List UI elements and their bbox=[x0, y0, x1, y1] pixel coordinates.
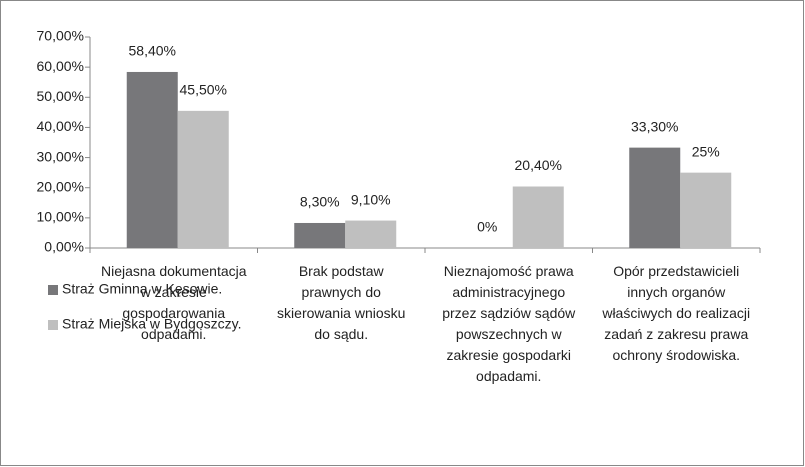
value-label: 25% bbox=[692, 143, 720, 159]
value-label: 20,40% bbox=[515, 157, 562, 173]
x-tick-label-line: Brak podstaw bbox=[299, 263, 385, 279]
x-tick-label-line: ochrony środowiska. bbox=[612, 347, 740, 363]
value-label: 45,50% bbox=[180, 82, 227, 98]
y-tick-label: 10,00% bbox=[37, 209, 84, 225]
x-tick-label-line: w zakresie bbox=[140, 284, 207, 300]
value-label: 33,30% bbox=[631, 118, 678, 134]
x-tick-label-line: Nieznajomość prawa bbox=[444, 263, 574, 279]
x-tick-label: Nieznajomość prawa administracyjnego przez… bbox=[442, 263, 576, 384]
x-tick-label-line: zakresie gospodarki bbox=[446, 347, 571, 363]
x-tick-label-line: Niejasna dokumentacja bbox=[101, 263, 247, 279]
x-tick-label-line: zadań z zakresu prawa bbox=[604, 326, 748, 342]
y-tick-label: 50,00% bbox=[37, 88, 84, 104]
x-tick-label-line: skierowania wniosku bbox=[277, 305, 405, 321]
y-tick-label: 30,00% bbox=[37, 148, 84, 164]
x-tick-label-line: powszechnych w bbox=[456, 326, 563, 342]
x-tick-label-line: odpadami. bbox=[141, 326, 206, 342]
bar bbox=[629, 147, 681, 248]
legend-swatch bbox=[48, 320, 58, 330]
x-tick-label-line: właściwych do realizacji bbox=[601, 305, 750, 321]
y-tick-label: 0,00% bbox=[44, 239, 84, 255]
y-tick-label: 70,00% bbox=[37, 28, 84, 44]
value-label: 9,10% bbox=[351, 191, 391, 207]
y-tick-label: 60,00% bbox=[37, 58, 84, 74]
bar bbox=[177, 110, 229, 248]
x-tick-label: Niejasna dokumentacja w zakresie gospodaro… bbox=[101, 263, 247, 342]
legend-swatch bbox=[48, 285, 58, 295]
x-tick-label-line: prawnych do bbox=[302, 284, 382, 300]
x-tick-label-line: do sądu. bbox=[314, 326, 368, 342]
bar bbox=[512, 186, 564, 248]
x-tick-label-line: administracyjnego bbox=[452, 284, 565, 300]
x-tick-label-line: gospodarowania bbox=[122, 305, 225, 321]
x-tick-label-line: innych organów bbox=[627, 284, 726, 300]
y-tick-label: 20,00% bbox=[37, 178, 84, 194]
bar bbox=[345, 220, 397, 248]
x-tick-label: Brak podstaw prawnych do skierowania wnios… bbox=[277, 263, 405, 342]
bar bbox=[294, 222, 346, 248]
y-tick-label: 40,00% bbox=[37, 118, 84, 134]
value-label: 0% bbox=[477, 219, 497, 235]
x-tick-label-line: Opór przedstawicieli bbox=[613, 263, 739, 279]
x-tick-label-line: przez sądziów sądów bbox=[442, 305, 576, 321]
value-label: 58,40% bbox=[129, 43, 176, 59]
bar bbox=[126, 71, 178, 248]
value-label: 8,30% bbox=[300, 194, 340, 210]
bar bbox=[680, 172, 732, 248]
legend-label: Straż Miejska w Bydgoszczy. bbox=[62, 316, 241, 332]
x-tick-label: Opór przedstawicieli innych organów właści… bbox=[601, 263, 750, 363]
x-tick-label-line: odpadami. bbox=[476, 368, 541, 384]
legend-label: Straż Gminna w Kęsowie. bbox=[62, 281, 222, 297]
